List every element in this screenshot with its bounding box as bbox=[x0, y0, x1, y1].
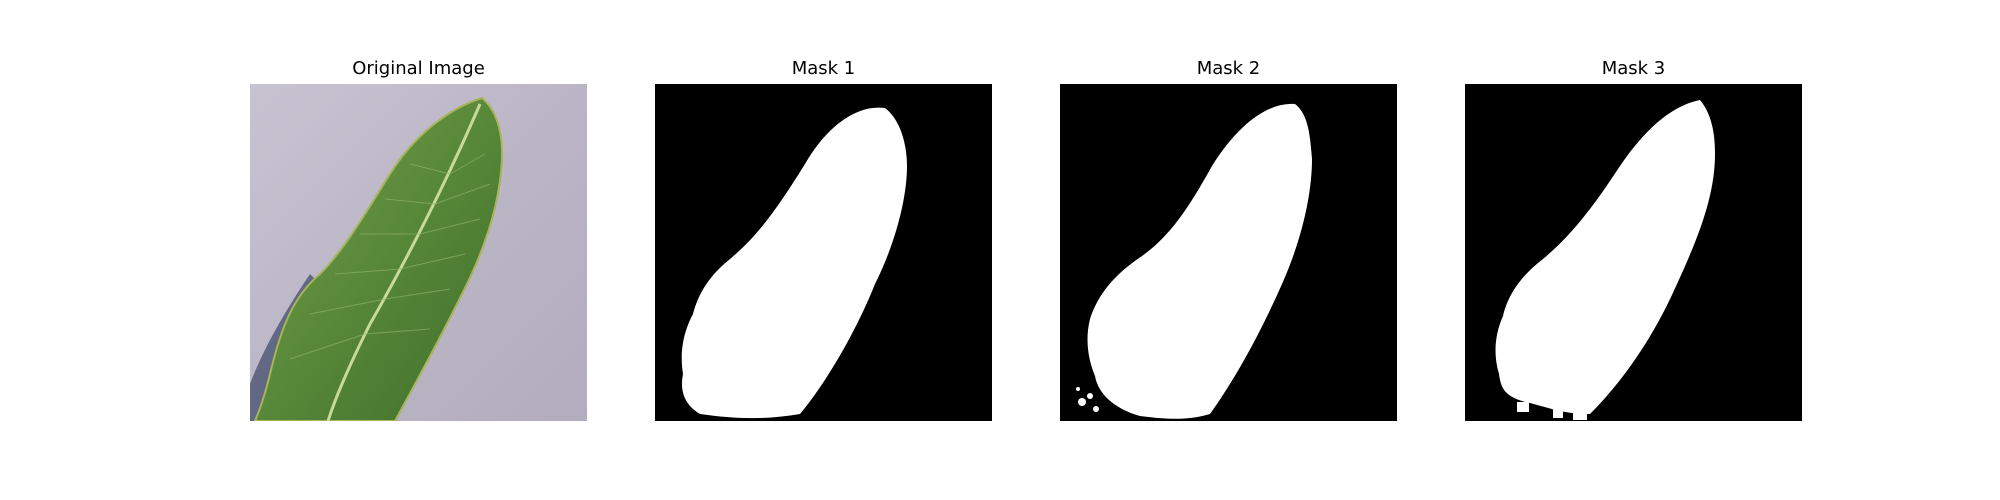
leaf-blade bbox=[253, 96, 504, 421]
panel-mask-2: Mask 2 bbox=[1060, 0, 1397, 500]
mask-3-shape bbox=[1495, 100, 1715, 414]
mask-2-speckles bbox=[1076, 387, 1099, 412]
mask-1-image bbox=[655, 84, 992, 421]
panel-original: Original Image bbox=[250, 0, 587, 500]
mask-2-image bbox=[1060, 84, 1397, 421]
panel-title: Mask 1 bbox=[791, 58, 856, 79]
leaf-veins bbox=[289, 153, 491, 360]
panel-title: Original Image bbox=[352, 58, 485, 79]
mask-2-shape bbox=[1087, 103, 1312, 419]
panel-title: Mask 3 bbox=[1601, 58, 1666, 79]
panel-mask-3: Mask 3 bbox=[1465, 0, 1802, 500]
mask-3-speckles bbox=[1517, 402, 1587, 420]
panel-mask-1: Mask 1 bbox=[655, 0, 992, 500]
mask-1-shape bbox=[681, 107, 907, 419]
mask-3-image bbox=[1465, 84, 1802, 421]
leaf-midrib bbox=[326, 103, 482, 421]
original-leaf-photo bbox=[250, 84, 587, 421]
panel-title: Mask 2 bbox=[1196, 58, 1261, 79]
